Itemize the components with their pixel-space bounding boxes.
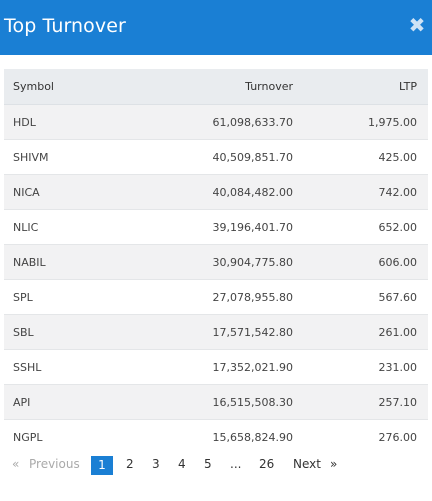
table-row[interactable]: NICA 40,084,482.00 742.00 bbox=[4, 175, 428, 210]
cell-ltp: 1,975.00 bbox=[368, 115, 417, 129]
cell-ltp: 567.60 bbox=[378, 290, 418, 304]
cell-ltp: 606.00 bbox=[378, 255, 418, 269]
column-header-turnover[interactable]: Turnover bbox=[245, 80, 293, 93]
cell-symbol: API bbox=[13, 395, 31, 409]
cell-symbol: SPL bbox=[13, 290, 33, 304]
close-icon[interactable]: ✖ bbox=[408, 13, 426, 37]
table-row[interactable]: NABIL 30,904,775.80 606.00 bbox=[4, 245, 428, 280]
table-row[interactable]: API 16,515,508.30 257.10 bbox=[4, 385, 428, 420]
table-row[interactable]: NLIC 39,196,401.70 652.00 bbox=[4, 210, 428, 245]
cell-ltp: 652.00 bbox=[378, 220, 418, 234]
turnover-table: Symbol Turnover LTP HDL 61,098,633.70 1,… bbox=[4, 69, 428, 455]
cell-turnover: 16,515,508.30 bbox=[212, 395, 293, 409]
modal-title: Top Turnover bbox=[4, 15, 126, 37]
cell-turnover: 15,658,824.90 bbox=[212, 431, 293, 444]
cell-symbol: NICA bbox=[13, 185, 40, 199]
table-row[interactable]: SPL 27,078,955.80 567.60 bbox=[4, 280, 428, 315]
table-row[interactable]: SBL 17,571,542.80 261.00 bbox=[4, 315, 428, 350]
cell-ltp: 742.00 bbox=[378, 185, 418, 199]
page-button-26[interactable]: 26 bbox=[259, 457, 275, 471]
cell-turnover: 61,098,633.70 bbox=[212, 115, 293, 129]
modal-header: Top Turnover ✖ bbox=[0, 0, 432, 55]
cell-turnover: 30,904,775.80 bbox=[212, 255, 293, 269]
cell-ltp: 425.00 bbox=[378, 150, 418, 164]
table-row[interactable]: HDL 61,098,633.70 1,975.00 bbox=[4, 105, 428, 140]
cell-turnover: 17,352,021.90 bbox=[212, 360, 293, 374]
page-button-5[interactable]: 5 bbox=[204, 457, 212, 471]
cell-ltp: 261.00 bbox=[378, 325, 418, 339]
table-header: Symbol Turnover LTP bbox=[4, 69, 428, 105]
cell-ltp: 276.00 bbox=[378, 431, 418, 444]
cell-turnover: 39,196,401.70 bbox=[212, 220, 293, 234]
cell-symbol: SBL bbox=[13, 325, 34, 339]
previous-button[interactable]: Previous bbox=[29, 457, 80, 471]
page-button-4[interactable]: 4 bbox=[178, 457, 186, 471]
page-button-2[interactable]: 2 bbox=[126, 457, 134, 471]
table-row[interactable]: NGPL 15,658,824.90 276.00 bbox=[4, 420, 428, 455]
cell-symbol: NABIL bbox=[13, 255, 46, 269]
pagination: « Previous 1 2 3 4 5 ... 26 Next » bbox=[0, 455, 432, 477]
cell-symbol: SSHL bbox=[13, 360, 42, 374]
page-button-3[interactable]: 3 bbox=[152, 457, 160, 471]
cell-symbol: NLIC bbox=[13, 220, 39, 234]
cell-ltp: 257.10 bbox=[378, 395, 418, 409]
column-header-ltp[interactable]: LTP bbox=[399, 80, 417, 93]
next-button[interactable]: Next bbox=[293, 457, 321, 471]
cell-turnover: 17,571,542.80 bbox=[212, 325, 293, 339]
cell-symbol: SHIVM bbox=[13, 150, 49, 164]
table-row[interactable]: SSHL 17,352,021.90 231.00 bbox=[4, 350, 428, 385]
pagination-ellipsis: ... bbox=[230, 457, 242, 471]
next-arrow-icon[interactable]: » bbox=[330, 457, 338, 471]
table-row[interactable]: SHIVM 40,509,851.70 425.00 bbox=[4, 140, 428, 175]
cell-turnover: 40,084,482.00 bbox=[212, 185, 293, 199]
cell-symbol: NGPL bbox=[13, 431, 43, 444]
previous-arrow-icon[interactable]: « bbox=[12, 457, 20, 471]
cell-symbol: HDL bbox=[13, 115, 36, 129]
cell-turnover: 27,078,955.80 bbox=[212, 290, 293, 304]
page-button-1[interactable]: 1 bbox=[91, 456, 113, 475]
column-header-symbol[interactable]: Symbol bbox=[13, 80, 54, 93]
cell-turnover: 40,509,851.70 bbox=[212, 150, 293, 164]
cell-ltp: 231.00 bbox=[378, 360, 418, 374]
